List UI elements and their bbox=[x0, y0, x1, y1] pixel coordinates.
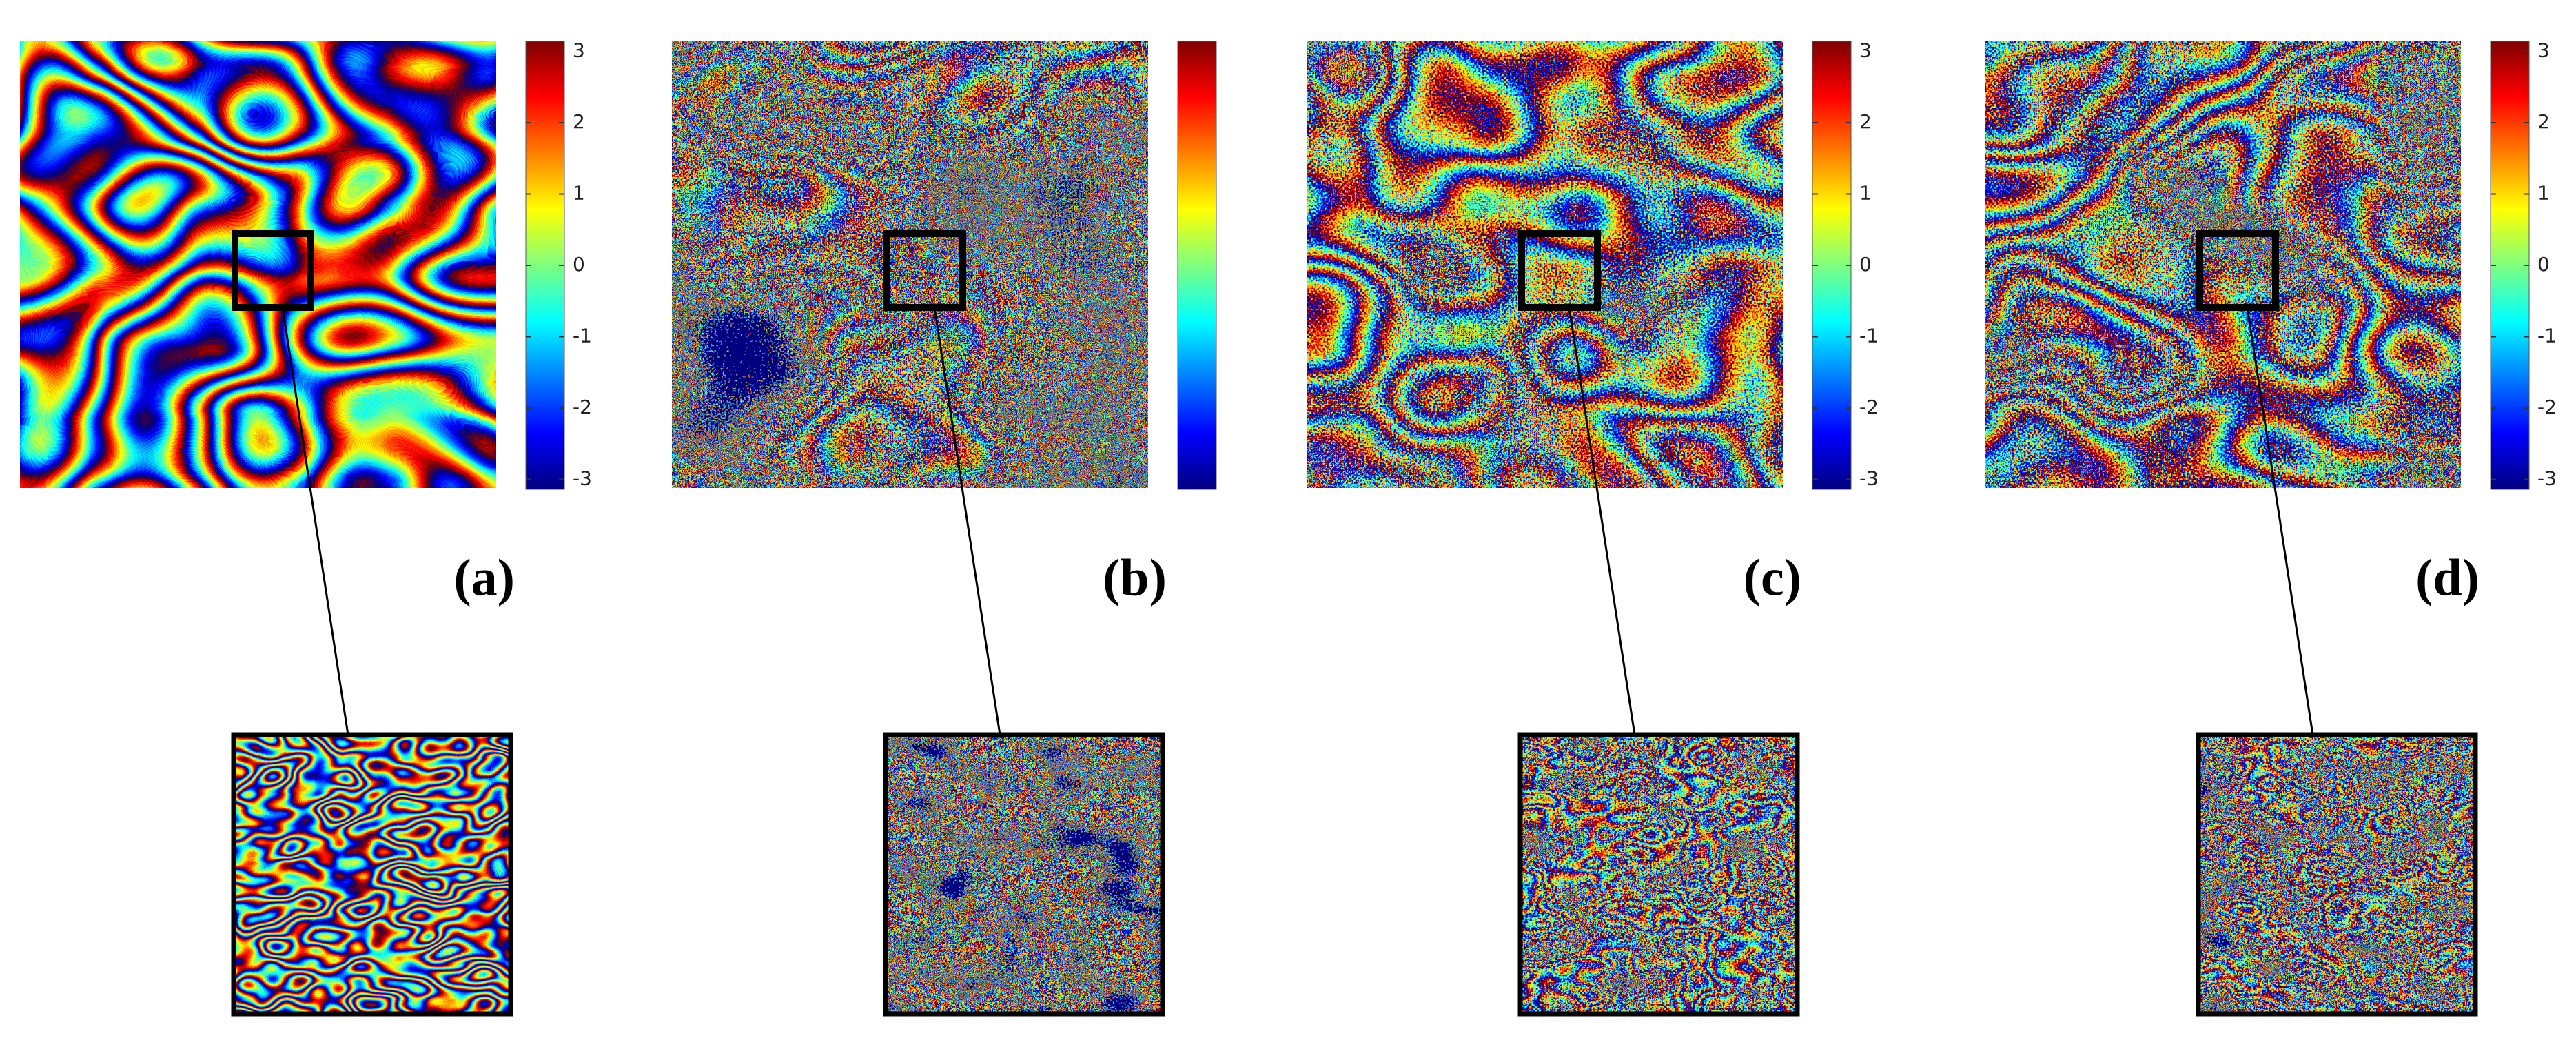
colorbar-tick-label: -1 bbox=[573, 325, 592, 347]
zoom-connector bbox=[281, 307, 349, 735]
colorbar-tick-label: 0 bbox=[573, 253, 585, 276]
colorbar-tick-label: -1 bbox=[2537, 325, 2557, 347]
colorbar-tick-label: 3 bbox=[2537, 39, 2550, 61]
colorbar-tick-label: 2 bbox=[2537, 110, 2550, 133]
panel-label: (c) bbox=[1744, 549, 1801, 607]
colorbar bbox=[1812, 41, 1852, 490]
zoom-inset-frame bbox=[1517, 732, 1800, 1017]
zoom-inset-frame bbox=[2196, 732, 2478, 1017]
zoom-inset-frame bbox=[231, 732, 513, 1017]
phase-image bbox=[672, 41, 1148, 488]
colorbar-tick-label: 1 bbox=[1859, 181, 1872, 204]
colorbar-tick-label: -2 bbox=[2537, 396, 2557, 418]
panel-label: (b) bbox=[1103, 549, 1167, 607]
colorbar-tick-label: 0 bbox=[2537, 253, 2550, 276]
zoom-connector bbox=[2246, 307, 2314, 735]
zoom-connector bbox=[1568, 307, 1636, 735]
phase-image bbox=[1985, 41, 2461, 488]
zoom-connector bbox=[933, 307, 1001, 735]
colorbar-tick-label: 2 bbox=[1859, 110, 1872, 133]
zoom-box bbox=[1518, 230, 1601, 311]
colorbar-tick-label: -1 bbox=[1859, 325, 1879, 347]
colorbar-tick-label: -3 bbox=[573, 467, 592, 490]
panel: (b) bbox=[672, 41, 1217, 1017]
colorbar-tick-label: 0 bbox=[1859, 253, 1872, 276]
colorbar bbox=[525, 41, 565, 490]
colorbar-tick-label: 2 bbox=[573, 110, 585, 133]
zoom-inset bbox=[2198, 735, 2475, 1014]
colorbar-tick-label: -3 bbox=[2537, 467, 2557, 490]
zoom-inset bbox=[1520, 735, 1797, 1014]
colorbar bbox=[2490, 41, 2530, 490]
colorbar-tick-label: 3 bbox=[573, 39, 585, 61]
zoom-box bbox=[2196, 230, 2279, 311]
colorbar bbox=[1177, 41, 1217, 490]
colorbar-tick-label: 3 bbox=[1859, 39, 1872, 61]
zoom-inset bbox=[886, 735, 1163, 1014]
phase-image bbox=[1307, 41, 1783, 488]
panel: 3 2 1 0 -1 -2 -3 (a) bbox=[20, 39, 592, 1017]
zoom-inset bbox=[234, 735, 511, 1014]
zoom-box bbox=[883, 230, 966, 311]
colorbar-tick-label: -2 bbox=[573, 396, 592, 418]
colorbar-tick-label: -2 bbox=[1859, 396, 1879, 418]
colorbar-tick-label: -3 bbox=[1859, 467, 1879, 490]
panel: 3 2 1 0 -1 -2 -3 (c) bbox=[1307, 39, 1879, 1017]
zoom-box bbox=[232, 230, 314, 311]
panel-label: (d) bbox=[2415, 549, 2480, 607]
panel-label: (a) bbox=[453, 549, 515, 607]
zoom-inset-frame bbox=[883, 732, 1165, 1017]
panel: 3 2 1 0 -1 -2 -3 (d) bbox=[1985, 39, 2557, 1017]
colorbar-tick-label: 1 bbox=[573, 181, 585, 204]
colorbar-tick-label: 1 bbox=[2537, 181, 2550, 204]
phase-image bbox=[20, 41, 496, 488]
